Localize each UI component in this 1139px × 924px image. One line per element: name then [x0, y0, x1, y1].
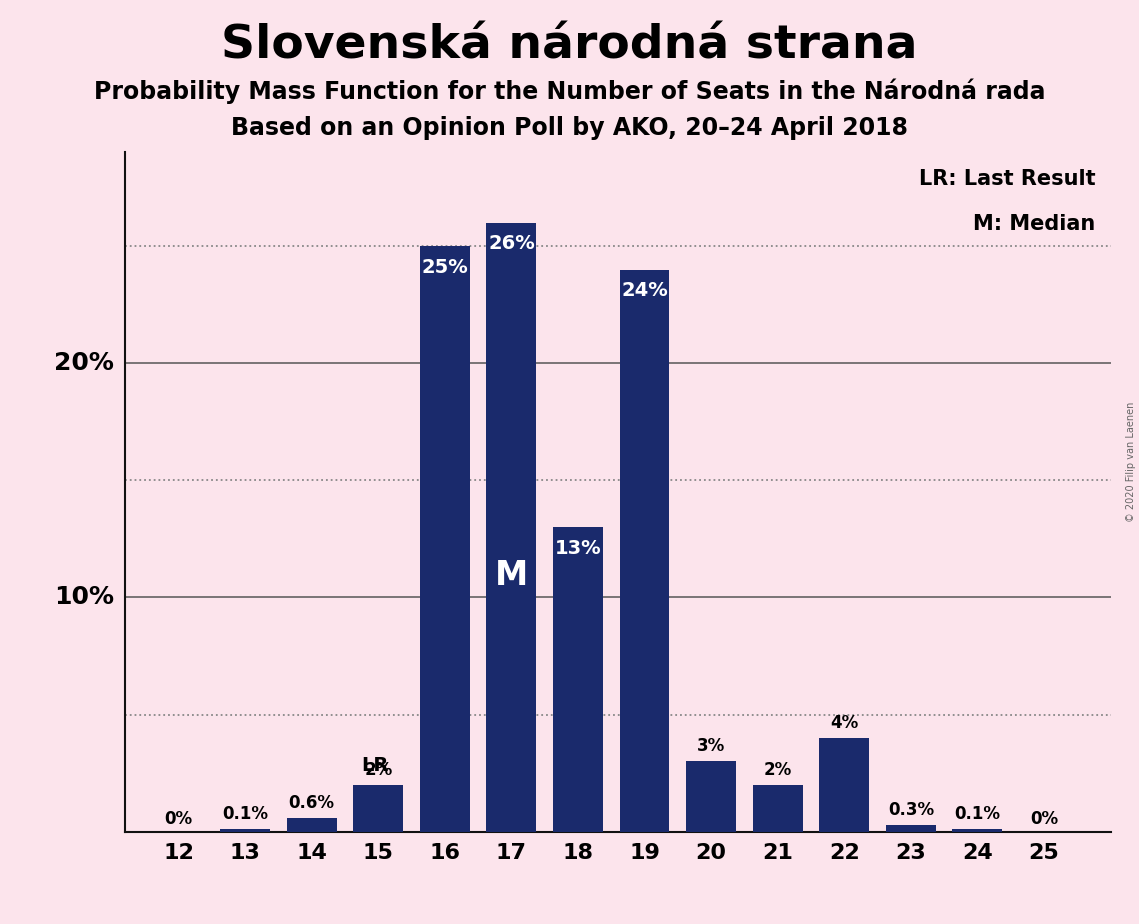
- Text: LR: Last Result: LR: Last Result: [919, 169, 1096, 189]
- Text: 10%: 10%: [55, 586, 114, 610]
- Text: 24%: 24%: [621, 281, 667, 300]
- Bar: [819, 738, 869, 832]
- Text: 26%: 26%: [487, 235, 535, 253]
- Text: 0%: 0%: [164, 810, 192, 828]
- Text: 0.1%: 0.1%: [954, 806, 1000, 823]
- Bar: [554, 528, 603, 832]
- Bar: [353, 784, 403, 832]
- Bar: [486, 223, 536, 832]
- Bar: [220, 829, 270, 832]
- Text: 0.3%: 0.3%: [887, 801, 934, 819]
- Text: 4%: 4%: [830, 714, 859, 732]
- Text: Slovenská národná strana: Slovenská národná strana: [221, 23, 918, 68]
- Text: 20%: 20%: [55, 351, 114, 375]
- Text: Based on an Opinion Poll by AKO, 20–24 April 2018: Based on an Opinion Poll by AKO, 20–24 A…: [231, 116, 908, 140]
- Text: 0.1%: 0.1%: [222, 806, 268, 823]
- Text: M: M: [494, 559, 528, 592]
- Bar: [952, 829, 1002, 832]
- Text: 13%: 13%: [555, 539, 601, 558]
- Bar: [886, 824, 936, 832]
- Text: M: Median: M: Median: [974, 213, 1096, 234]
- Text: 2%: 2%: [763, 760, 792, 779]
- Text: 0.6%: 0.6%: [288, 794, 335, 811]
- Bar: [420, 246, 469, 832]
- Text: 3%: 3%: [697, 737, 726, 756]
- Text: LR: LR: [361, 757, 388, 775]
- Bar: [287, 818, 337, 832]
- Text: © 2020 Filip van Laenen: © 2020 Filip van Laenen: [1126, 402, 1136, 522]
- Bar: [753, 784, 803, 832]
- Bar: [686, 761, 736, 832]
- Bar: [620, 270, 670, 832]
- Text: 2%: 2%: [364, 760, 392, 779]
- Text: 0%: 0%: [1030, 810, 1058, 828]
- Text: 25%: 25%: [421, 258, 468, 277]
- Text: Probability Mass Function for the Number of Seats in the Národná rada: Probability Mass Function for the Number…: [93, 79, 1046, 104]
